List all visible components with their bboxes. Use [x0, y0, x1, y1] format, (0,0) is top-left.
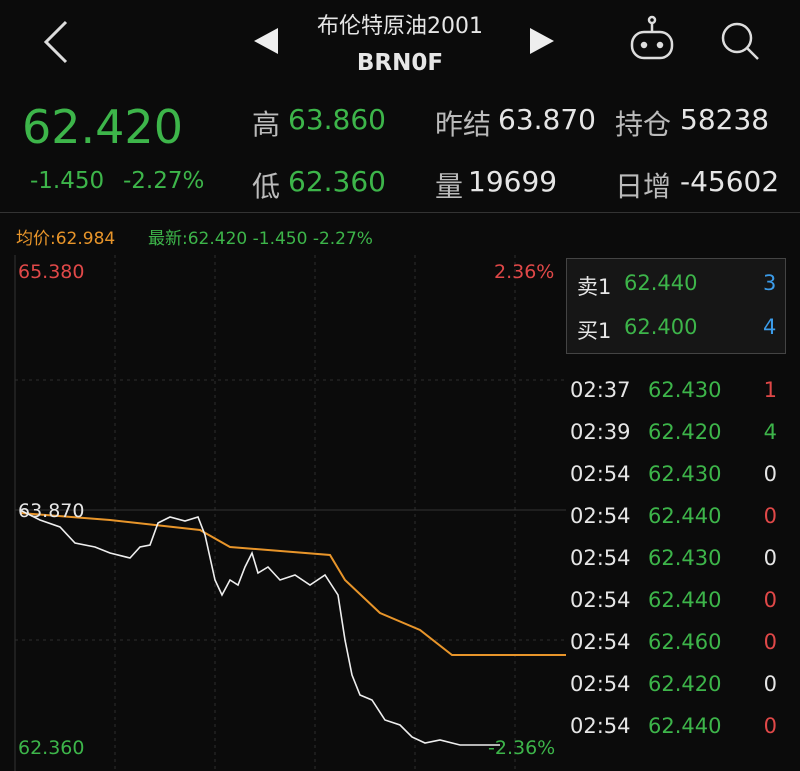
trade-price: 62.420 — [648, 672, 722, 696]
trade-row: 02:54 62.440 0 — [570, 582, 785, 624]
order-book: 卖1 62.440 3 买1 62.400 4 — [566, 258, 786, 354]
trade-price: 62.440 — [648, 588, 722, 612]
trade-time: 02:54 — [570, 462, 631, 486]
trade-row: 02:54 62.440 0 — [570, 708, 785, 750]
trade-qty: 0 — [763, 630, 777, 654]
high-value: 63.860 — [288, 103, 386, 136]
trade-row: 02:54 62.430 0 — [570, 456, 785, 498]
bid-label: 买1 — [577, 319, 612, 343]
trade-row: 02:54 62.460 0 — [570, 624, 785, 666]
trade-price: 62.430 — [648, 378, 722, 402]
divider — [0, 212, 800, 213]
trade-row: 02:54 62.420 0 — [570, 666, 785, 708]
ask-price: 62.440 — [624, 271, 698, 295]
trade-price: 62.460 — [648, 630, 722, 654]
intraday-chart — [14, 255, 566, 771]
price: 62.420 — [22, 100, 183, 154]
ask-label: 卖1 — [577, 275, 612, 299]
volume-value: 19699 — [468, 165, 558, 198]
mid-price: 63.870 — [18, 500, 85, 522]
trade-price: 62.430 — [648, 462, 722, 486]
robot-button[interactable] — [630, 15, 674, 60]
trade-time: 02:54 — [570, 630, 631, 654]
title: 布伦特原油2001 — [317, 14, 483, 39]
trade-price: 62.440 — [648, 714, 722, 738]
trade-qty: 0 — [763, 714, 777, 738]
oi-value: 58238 — [680, 103, 770, 136]
avg-legend: 均价:62.984 — [16, 229, 116, 249]
trade-price: 62.420 — [648, 420, 722, 444]
daily-change-label: 日增 — [615, 170, 672, 203]
prev-settle-value: 63.870 — [498, 103, 596, 136]
trade-time: 02:39 — [570, 420, 631, 444]
trade-row: 02:54 62.440 0 — [570, 498, 785, 540]
trade-time: 02:54 — [570, 672, 631, 696]
high-label: 高 — [252, 108, 281, 141]
trade-row: 02:37 62.430 1 — [570, 372, 785, 414]
next-button[interactable] — [530, 28, 554, 54]
change: -1.450 — [30, 168, 105, 194]
trade-qty: 0 — [763, 672, 777, 696]
top-price: 65.380 — [18, 261, 85, 283]
trade-qty: 0 — [763, 462, 777, 486]
trade-price: 62.440 — [648, 504, 722, 528]
grid — [15, 255, 566, 771]
ask-qty: 3 — [763, 271, 777, 295]
change-pct: -2.27% — [123, 168, 205, 194]
trade-qty: 0 — [763, 546, 777, 570]
trade-time: 02:54 — [570, 504, 631, 528]
oi-label: 持仓 — [615, 108, 672, 141]
top-pct: 2.36% — [494, 261, 555, 283]
trade-qty: 0 — [763, 588, 777, 612]
low-label: 低 — [252, 170, 281, 203]
trade-row: 02:54 62.430 0 — [570, 540, 785, 582]
trade-time: 02:54 — [570, 546, 631, 570]
bid-price: 62.400 — [624, 315, 698, 339]
back-button[interactable] — [43, 20, 68, 64]
search-button[interactable] — [721, 22, 759, 60]
trade-row: 02:39 62.420 4 — [570, 414, 785, 456]
bottom-pct: -2.36% — [488, 737, 556, 759]
volume-label: 量 — [435, 170, 464, 203]
average-line — [19, 512, 566, 656]
trade-qty: 0 — [763, 504, 777, 528]
trade-qty: 4 — [763, 420, 777, 444]
header-icons — [43, 15, 759, 64]
prev-settle-label: 昨结 — [435, 108, 492, 141]
trade-time: 02:37 — [570, 378, 631, 402]
trade-time: 02:54 — [570, 588, 631, 612]
low-value: 62.360 — [288, 165, 386, 198]
daily-change-value: -45602 — [680, 165, 780, 198]
price-line — [19, 509, 500, 746]
latest-legend: 最新:62.420 -1.450 -2.27% — [148, 229, 373, 249]
prev-button[interactable] — [254, 28, 278, 54]
trade-price: 62.430 — [648, 546, 722, 570]
trade-qty: 1 — [763, 378, 777, 402]
trade-time: 02:54 — [570, 714, 631, 738]
bottom-price: 62.360 — [18, 737, 85, 759]
code: BRN0F — [356, 50, 444, 76]
bid-qty: 4 — [763, 315, 777, 339]
